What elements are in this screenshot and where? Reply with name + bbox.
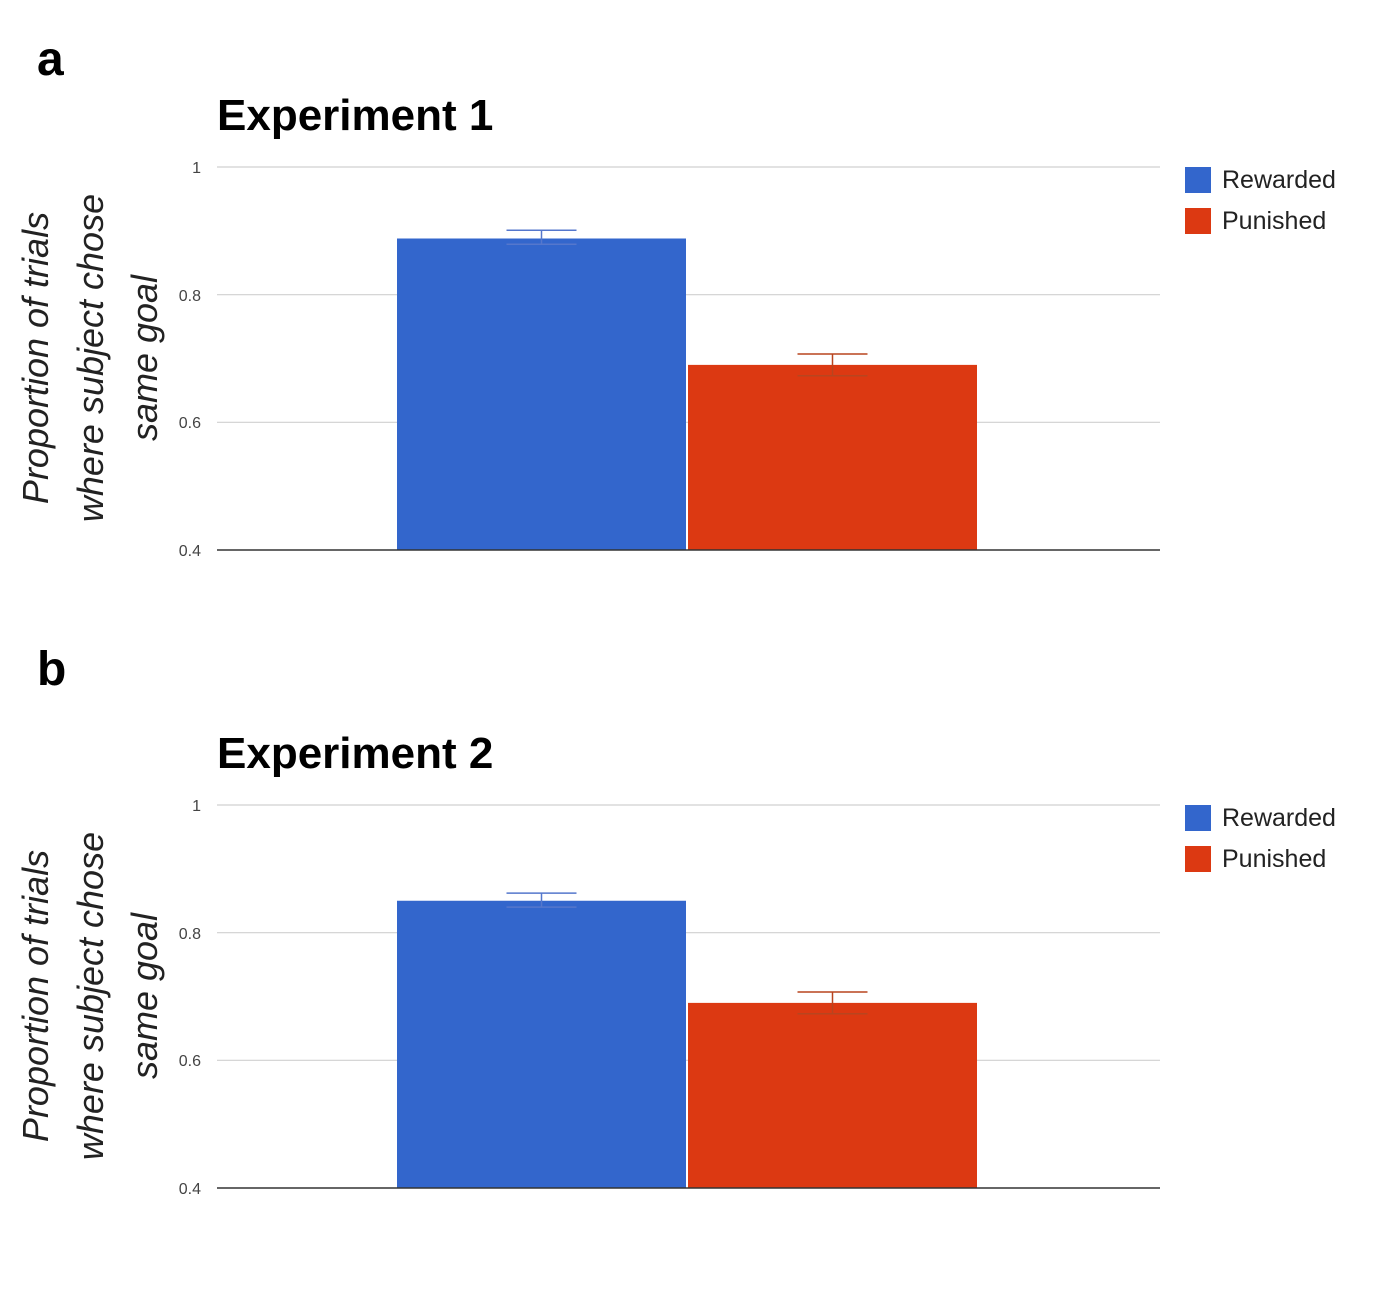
legend-swatch-rewarded bbox=[1185, 805, 1211, 831]
chart-title-b: Experiment 2 bbox=[217, 729, 493, 778]
y-tick-label: 1 bbox=[192, 160, 201, 177]
y-axis-label-b-line3: same goal bbox=[124, 912, 165, 1079]
legend-swatch-rewarded bbox=[1185, 167, 1211, 193]
legend-b: Rewarded Punished bbox=[1185, 804, 1336, 873]
y-tick-label: 0.4 bbox=[179, 1181, 201, 1198]
legend-label-rewarded: Rewarded bbox=[1222, 804, 1336, 832]
chart-title-a: Experiment 1 bbox=[217, 91, 493, 140]
y-axis-label-b: Proportion of trials where subject chose… bbox=[15, 832, 165, 1160]
y-axis-label-b-line2: where subject chose bbox=[70, 832, 111, 1160]
bars-b bbox=[397, 892, 977, 1188]
panel-letter-b: b bbox=[37, 643, 66, 696]
error-bar-punished bbox=[797, 991, 868, 1015]
panel-b: b Experiment 2 Proportion of trials wher… bbox=[15, 643, 1336, 1198]
y-tick-label: 1 bbox=[192, 798, 201, 815]
y-axis-label-a-line1: Proportion of trials bbox=[15, 212, 56, 504]
legend-swatch-punished bbox=[1185, 846, 1211, 872]
y-axis-label-a-line3: same goal bbox=[124, 274, 165, 441]
legend-swatch-punished bbox=[1185, 208, 1211, 234]
y-ticks-b: 1 0.8 0.6 0.4 bbox=[179, 798, 201, 1198]
y-tick-label: 0.8 bbox=[179, 288, 201, 305]
bar-punished bbox=[688, 1002, 977, 1188]
y-tick-label: 0.6 bbox=[179, 1053, 201, 1070]
y-axis-label-a: Proportion of trials where subject chose… bbox=[15, 194, 165, 522]
y-tick-label: 0.8 bbox=[179, 926, 201, 943]
bar-punished bbox=[688, 364, 977, 550]
bar-rewarded bbox=[397, 900, 686, 1188]
error-bar-punished bbox=[797, 353, 868, 377]
panel-letter-a: a bbox=[37, 33, 64, 86]
legend-a: Rewarded Punished bbox=[1185, 166, 1336, 235]
y-ticks-a: 1 0.8 0.6 0.4 bbox=[179, 160, 201, 560]
error-bar-rewarded bbox=[506, 892, 577, 908]
y-axis-label-a-line2: where subject chose bbox=[70, 194, 111, 522]
bars-a bbox=[397, 229, 977, 550]
y-axis-label-b-line1: Proportion of trials bbox=[15, 850, 56, 1142]
legend-label-rewarded: Rewarded bbox=[1222, 166, 1336, 194]
bar-rewarded bbox=[397, 238, 686, 550]
y-tick-label: 0.6 bbox=[179, 415, 201, 432]
legend-label-punished: Punished bbox=[1222, 845, 1326, 873]
legend-label-punished: Punished bbox=[1222, 207, 1326, 235]
error-bar-rewarded bbox=[506, 229, 577, 245]
y-tick-label: 0.4 bbox=[179, 543, 201, 560]
panel-a: a Experiment 1 Proportion of trials wher… bbox=[15, 33, 1336, 560]
